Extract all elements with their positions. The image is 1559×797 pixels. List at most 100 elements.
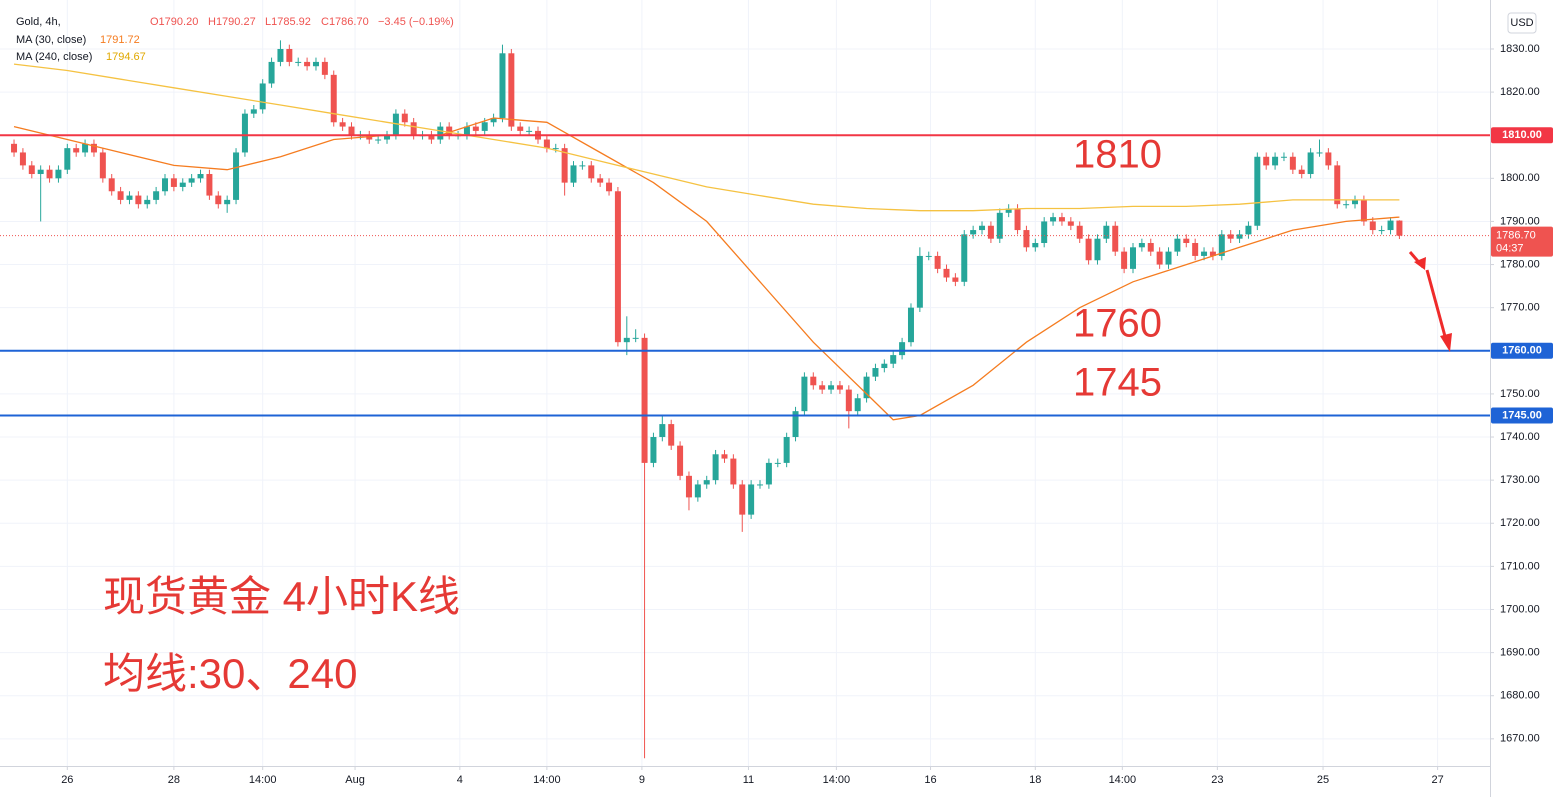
candle-body <box>597 178 604 183</box>
candle-body <box>970 230 977 235</box>
candle-body <box>330 74 337 123</box>
ohlc-close: C1786.70 <box>321 16 369 28</box>
candle-body <box>144 199 151 205</box>
candle-body <box>712 454 719 481</box>
arrow-head <box>1414 257 1426 270</box>
x-tick-label: 14:00 <box>1109 774 1137 786</box>
candle-body <box>614 191 621 343</box>
x-tick-label: 9 <box>639 774 645 786</box>
level-label: 1810.00 <box>1502 129 1542 141</box>
candle-body <box>552 148 559 150</box>
candle-body <box>366 135 373 140</box>
candle-body <box>437 126 444 140</box>
level-label-box <box>1491 407 1553 424</box>
candle-body <box>1023 230 1030 248</box>
candle-body <box>108 178 115 192</box>
x-tick-label: 28 <box>168 774 180 786</box>
y-tick-label: 1820.00 <box>1500 86 1540 98</box>
candle-body <box>792 411 799 438</box>
candle-body <box>1343 204 1350 206</box>
candle-body <box>135 195 142 205</box>
candle-body <box>1378 230 1385 232</box>
candle-body <box>1014 208 1021 231</box>
candle-body <box>836 385 843 390</box>
candle-body <box>241 113 248 153</box>
candle-body <box>499 53 506 118</box>
candle-body <box>703 480 710 485</box>
y-tick-label: 1720.00 <box>1500 517 1540 529</box>
candle-body <box>1174 238 1181 252</box>
x-tick-label: Aug <box>345 774 365 786</box>
level-annotation: 1760 <box>1073 302 1162 346</box>
candle-body <box>579 165 586 167</box>
level-annotation: 1745 <box>1073 361 1162 405</box>
x-tick-label: 14:00 <box>533 774 561 786</box>
candle-body <box>428 135 435 140</box>
candle-body <box>82 143 89 153</box>
candle-body <box>46 169 53 179</box>
level-label-box <box>1491 127 1553 144</box>
candle-body <box>286 48 293 62</box>
candle-body <box>730 458 737 485</box>
candle-body <box>1263 156 1270 166</box>
candle-body <box>748 484 755 515</box>
candle-body <box>206 174 213 196</box>
x-tick-label: 27 <box>1431 774 1443 786</box>
candle-body <box>1147 243 1154 252</box>
x-tick-label: 11 <box>743 774 754 786</box>
candle-body <box>233 152 240 200</box>
candle-body <box>685 475 692 498</box>
candle-body <box>1050 217 1057 222</box>
candle-body <box>99 152 106 179</box>
candle-body <box>224 199 231 205</box>
candle-body <box>668 424 675 446</box>
candle-body <box>863 376 870 399</box>
x-tick-label: 26 <box>61 774 73 786</box>
y-tick-label: 1690.00 <box>1500 647 1540 659</box>
candle-body <box>1254 156 1261 226</box>
candle-body <box>1218 234 1225 256</box>
candle-body <box>623 337 630 343</box>
candle-body <box>179 182 186 187</box>
y-tick-label: 1670.00 <box>1500 733 1540 745</box>
candle-body <box>881 363 888 369</box>
currency-button[interactable] <box>1507 12 1537 34</box>
x-tick-label: 14:00 <box>249 774 277 786</box>
candle-body <box>1183 238 1190 244</box>
level-annotation: 1810 <box>1073 133 1162 177</box>
candle-body <box>1201 251 1208 256</box>
y-tick-label: 1740.00 <box>1500 431 1540 443</box>
candle-body <box>561 148 568 183</box>
currency[interactable]: USD <box>1510 17 1533 29</box>
candle-body <box>934 255 941 269</box>
candle-body <box>1103 225 1110 239</box>
y-tick-label: 1730.00 <box>1500 474 1540 486</box>
candle-body <box>117 191 124 200</box>
candle-body <box>55 169 62 179</box>
candle-body <box>472 126 479 131</box>
candle-body <box>890 355 897 364</box>
y-tick-label: 1700.00 <box>1500 603 1540 615</box>
candle-body <box>774 462 781 464</box>
candle-body <box>1094 238 1101 261</box>
arrow-shaft <box>1425 269 1448 341</box>
candle-body <box>1334 165 1341 205</box>
candle-body <box>943 268 950 278</box>
candle-body <box>1352 199 1359 205</box>
y-tick-label: 1790.00 <box>1500 215 1540 227</box>
candle-body <box>606 182 613 192</box>
candle-body <box>162 178 169 192</box>
candle-body <box>526 130 533 132</box>
x-tick-label: 14:00 <box>823 774 851 786</box>
ma30-value: 1791.72 <box>100 34 140 46</box>
candle-body <box>1289 156 1296 170</box>
candle-body <box>996 212 1003 239</box>
candle-body <box>694 484 701 498</box>
candle-body <box>250 109 257 114</box>
countdown: 04:37 <box>1496 243 1524 255</box>
candle-body <box>979 225 986 231</box>
candle-body <box>899 342 906 356</box>
candle-body <box>295 61 302 63</box>
candle-body <box>632 337 639 339</box>
